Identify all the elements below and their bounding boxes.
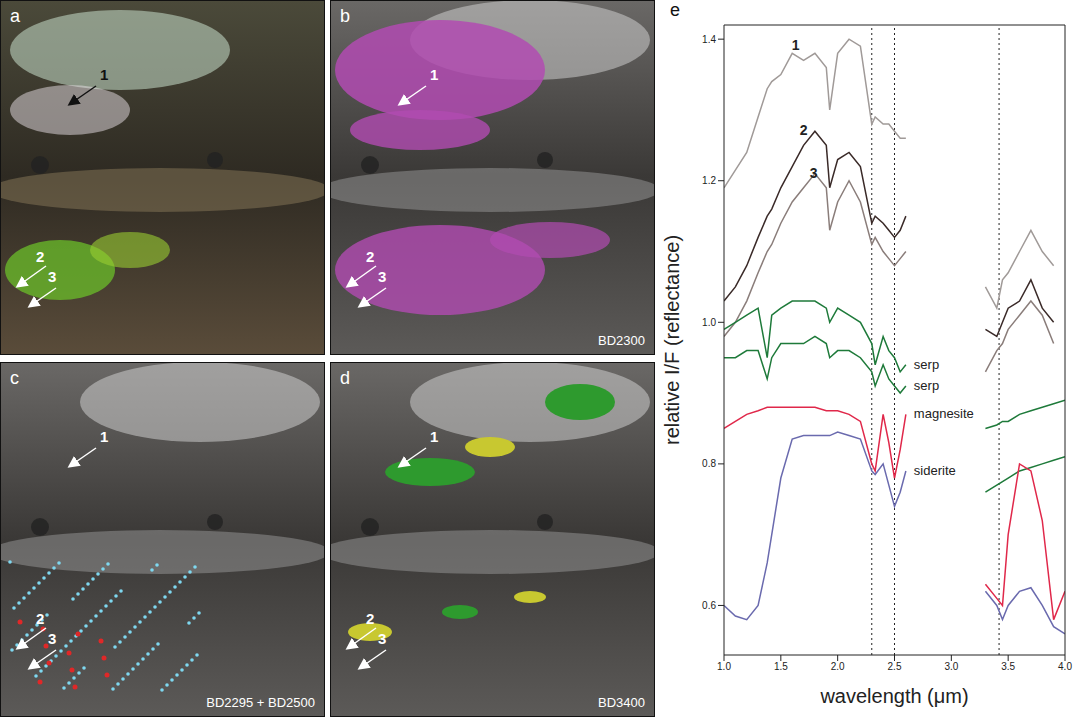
svg-text:3: 3: [810, 165, 818, 181]
svg-text:1: 1: [792, 37, 800, 53]
svg-text:BD2300: BD2300: [598, 333, 645, 348]
svg-text:serp: serp: [914, 357, 939, 372]
svg-text:3.0: 3.0: [944, 661, 958, 672]
svg-text:3: 3: [378, 630, 386, 647]
svg-text:4.0: 4.0: [1058, 661, 1072, 672]
svg-text:0.8: 0.8: [702, 458, 716, 469]
svg-text:1: 1: [100, 428, 108, 445]
svg-text:1: 1: [430, 66, 438, 83]
svg-text:2: 2: [366, 248, 374, 265]
svg-text:3.5: 3.5: [1001, 661, 1015, 672]
svg-text:wavelength (μm): wavelength (μm): [819, 685, 968, 707]
svg-text:1.2: 1.2: [702, 175, 716, 186]
svg-text:BD3400: BD3400: [598, 695, 645, 710]
svg-text:2: 2: [366, 610, 374, 627]
svg-text:1.0: 1.0: [702, 317, 716, 328]
svg-text:2: 2: [36, 610, 44, 627]
svg-text:b: b: [340, 6, 350, 26]
svg-text:BD2295 + BD2500: BD2295 + BD2500: [206, 695, 315, 710]
svg-text:c: c: [10, 368, 19, 388]
svg-text:3: 3: [48, 630, 56, 647]
svg-text:1: 1: [100, 66, 108, 83]
svg-text:1.0: 1.0: [717, 661, 731, 672]
svg-text:3: 3: [48, 268, 56, 285]
svg-text:0.6: 0.6: [702, 600, 716, 611]
svg-text:1: 1: [430, 428, 438, 445]
svg-text:d: d: [340, 368, 350, 388]
svg-text:2: 2: [800, 122, 808, 138]
svg-text:2: 2: [36, 248, 44, 265]
svg-text:siderite: siderite: [914, 463, 956, 478]
svg-text:a: a: [10, 6, 21, 26]
svg-text:1.5: 1.5: [774, 661, 788, 672]
svg-text:relative I/F (reflectance): relative I/F (reflectance): [662, 235, 683, 445]
svg-text:1.4: 1.4: [702, 34, 716, 45]
svg-text:2.0: 2.0: [831, 661, 845, 672]
html-text:e: e: [670, 0, 680, 20]
svg-text:serp: serp: [914, 378, 939, 393]
svg-text:3: 3: [378, 268, 386, 285]
svg-text:magnesite: magnesite: [914, 406, 974, 421]
svg-text:2.5: 2.5: [888, 661, 902, 672]
